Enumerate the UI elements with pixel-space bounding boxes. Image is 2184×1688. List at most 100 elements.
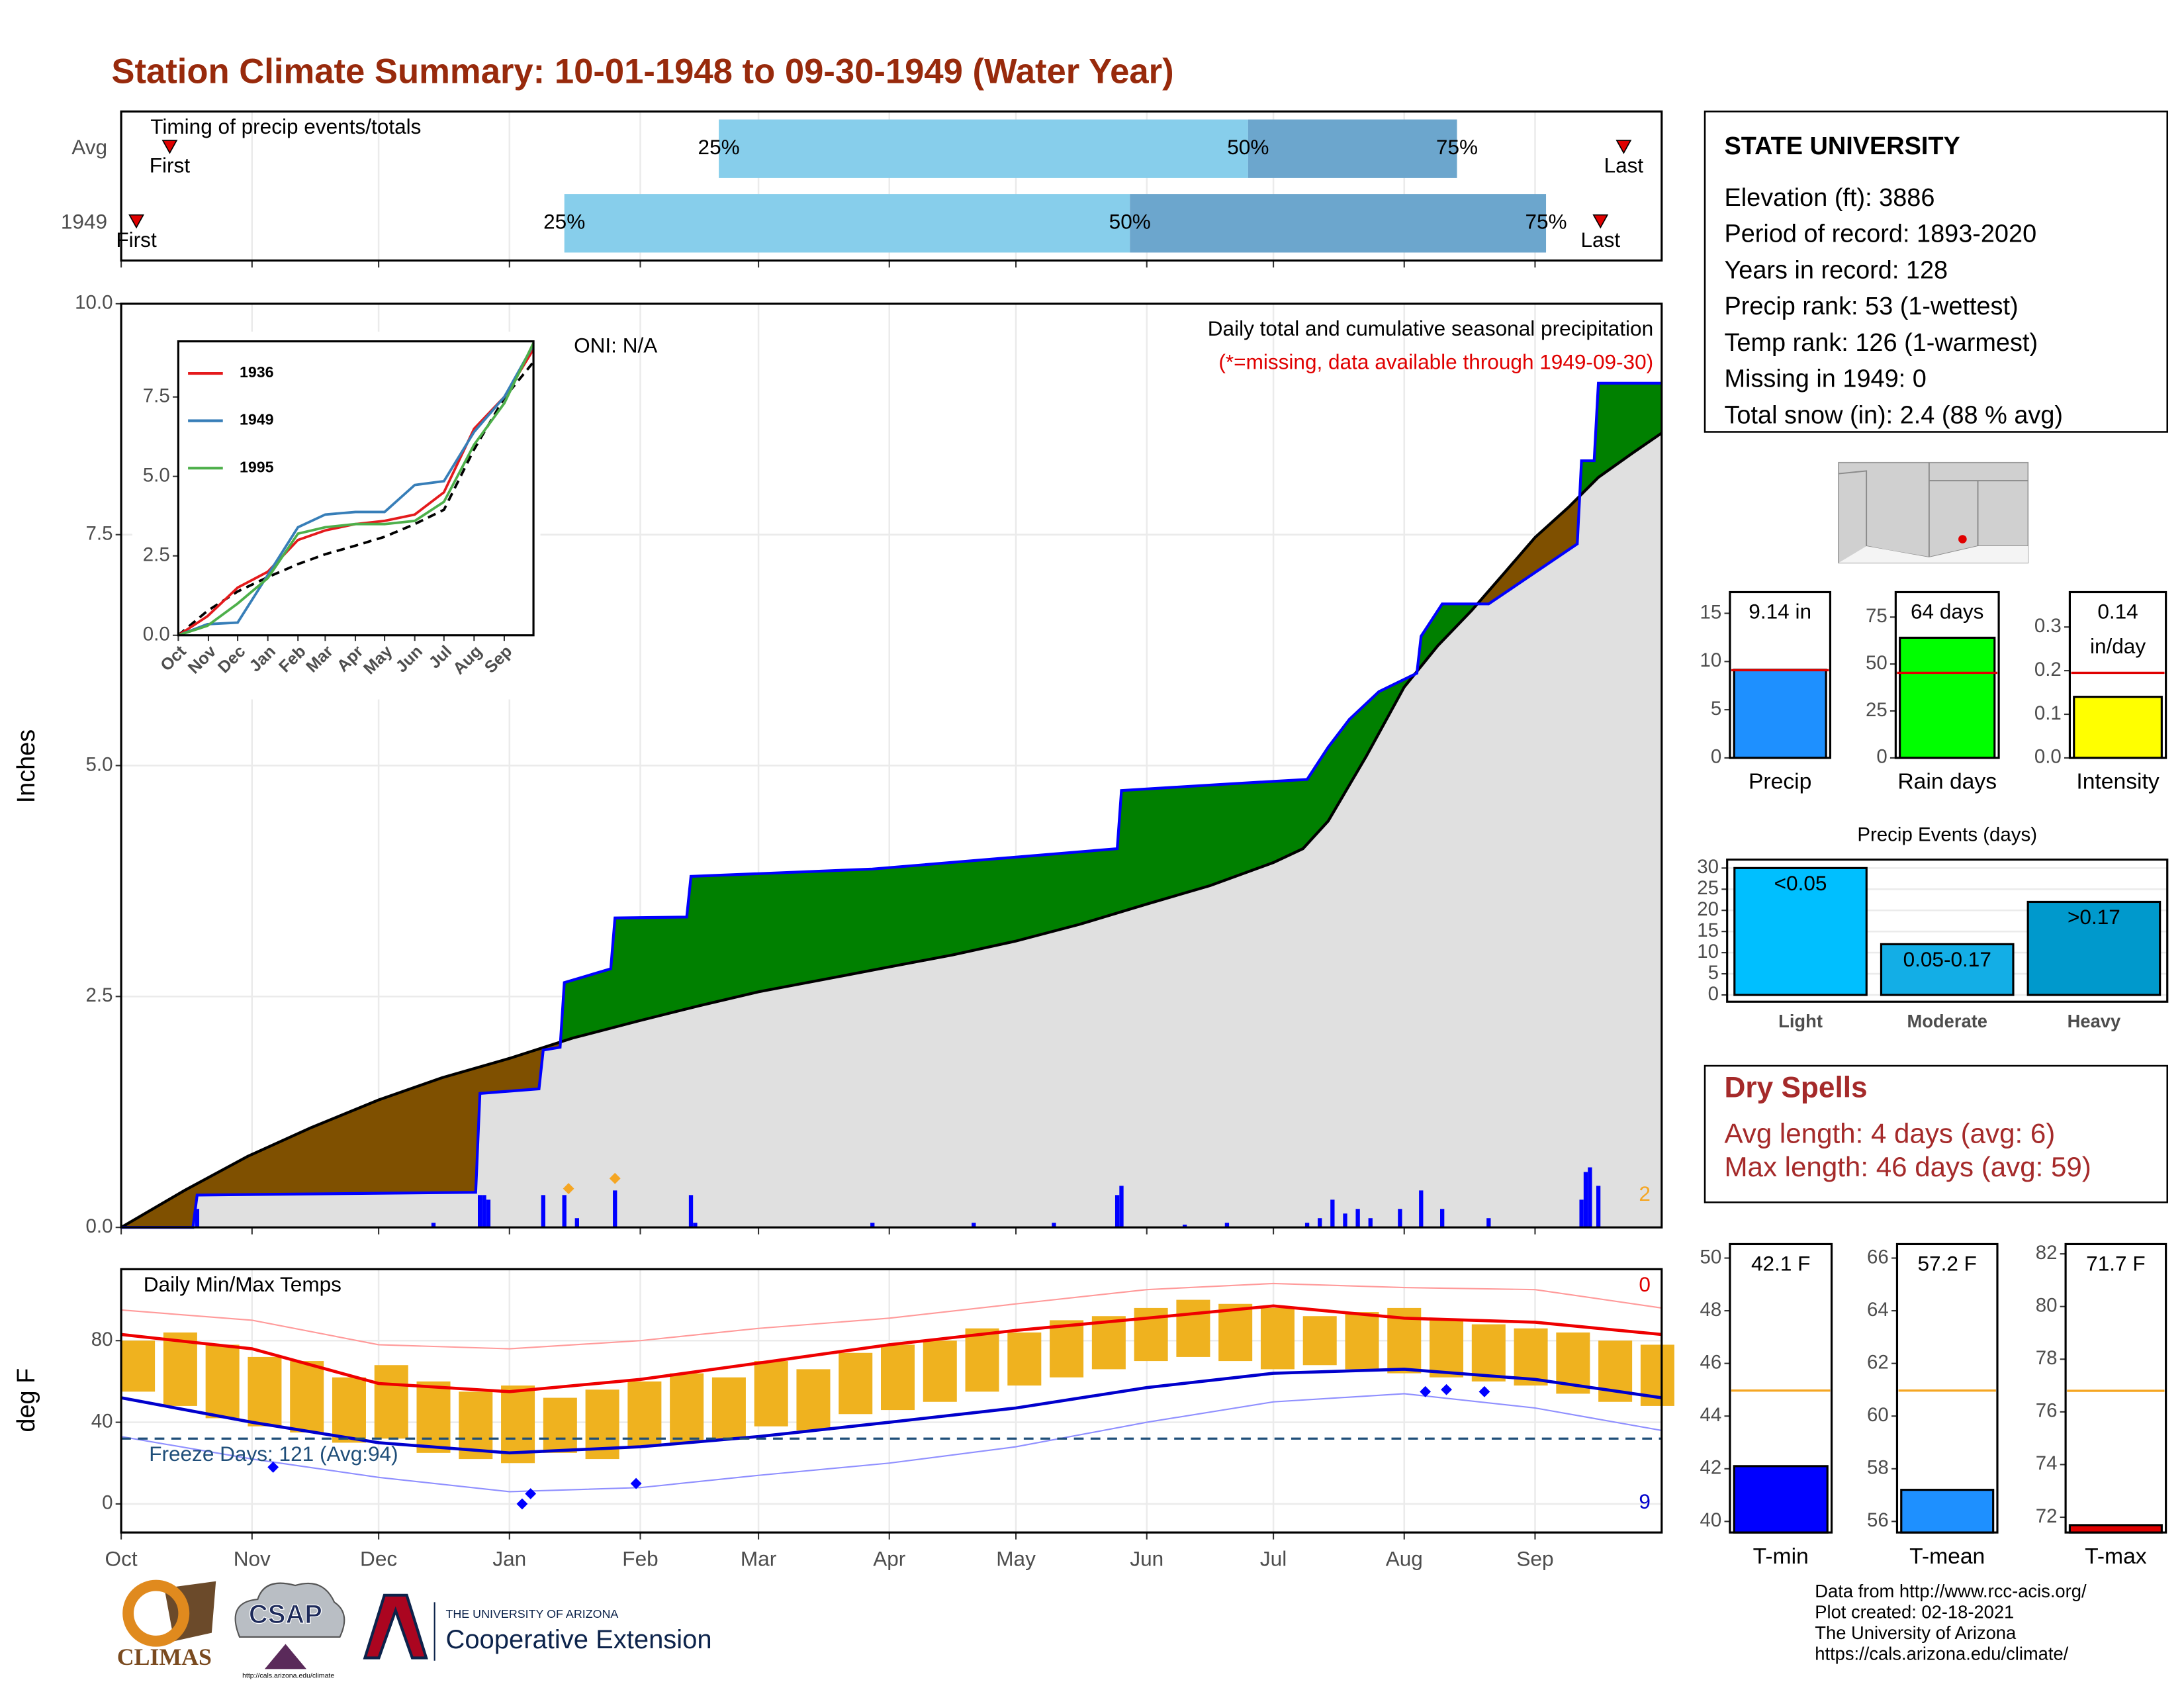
csap-mountain [264,1644,307,1669]
y-tick-label: 82 [2036,1242,2058,1264]
record-low-marker [1479,1385,1490,1397]
daily-temp-bar [374,1365,408,1439]
category-label: T-min [1753,1544,1809,1569]
last-label: Last [1580,228,1620,252]
missing-note: (*=missing, data available through 1949-… [1218,350,1653,374]
y-tick-label: 76 [2036,1400,2058,1422]
bar [2068,1524,2163,1534]
daily-bar [1330,1199,1335,1228]
oni-label: ONI: N/A [574,333,657,357]
daily-bar [1318,1218,1322,1228]
y-tick-label: 0.0 [2034,746,2062,768]
bar [1899,636,1996,759]
record-low-marker [1441,1383,1452,1395]
info-line: Precip rank: 53 (1-wettest) [1724,293,2018,320]
record-high-count: 0 [1639,1272,1651,1296]
daily-bar [1440,1209,1445,1228]
x-tick-label: Aug [1386,1547,1423,1571]
series-line [177,342,535,637]
chart-title: Timing of precip events/totals [150,115,421,138]
y-tick-label: 50 [1700,1246,1722,1268]
year-line [121,381,1662,1229]
ua-a [363,1593,428,1660]
station-name: STATE UNIVERSITY [1724,132,1960,160]
y-tick-label: 46 [1700,1351,1722,1373]
last-label: Last [1604,153,1644,177]
quantile-label: 25% [698,135,740,159]
bar [1733,669,1827,759]
y-tick-label: 15 [1697,919,1719,941]
station-dot [1958,535,1967,543]
climas-text: CLIMAS [117,1644,212,1670]
count-label: 2 [1639,1182,1651,1205]
y-tick-label: 64 [1867,1299,1889,1321]
y-tick-label: 25 [1697,877,1719,899]
daily-bar [972,1223,976,1228]
quantile-label: 50% [1227,135,1269,159]
x-tick-label: Oct [105,1547,138,1571]
daily-bar [1343,1213,1347,1228]
daily-temp-bar [965,1328,999,1392]
daily-temp-bar [1514,1328,1548,1386]
row-label: Avg [71,135,107,159]
csap-logo: CSAP http://cals.arizona.edu/climate [234,1582,345,1680]
y-axis-label: deg F [13,1368,40,1432]
y-axis-label: Inches [13,729,40,804]
late-bar [1130,194,1547,253]
early-bar [719,119,1248,178]
daily-temp-bar [121,1340,156,1392]
x-tick-label: May [996,1547,1036,1571]
csap-text: CSAP [249,1600,322,1629]
climas-ring [122,1579,190,1647]
legend-label: 1995 [240,458,274,475]
legend-label: 1936 [240,363,274,381]
extension-text: Cooperative Extension [445,1625,711,1654]
category-label: Moderate [1907,1011,1987,1031]
daily-temp-bar [163,1332,197,1406]
value-label: 71.7 F [2086,1251,2145,1275]
bar-label: >0.17 [2068,905,2120,929]
y-tick-label: 56 [1867,1509,1889,1531]
y-tick-label: 40 [91,1410,113,1432]
y-tick-label: 0 [102,1492,113,1514]
panel-border [1895,1243,1999,1534]
y-tick-label: 74 [2036,1452,2058,1474]
daily-temp-bar [543,1397,577,1453]
daily-bar [870,1223,875,1228]
panel-border [1894,590,2000,759]
csap-url: http://cals.arizona.edu/climate [242,1672,334,1680]
bar [1733,1465,1829,1534]
daily-temp-bar [1471,1324,1506,1382]
daily-bar [1579,1199,1584,1228]
y-tick-label: 78 [2036,1347,2058,1369]
record-low-marker [525,1488,537,1499]
bar-label: <0.05 [1774,871,1827,895]
panel-border [177,340,535,637]
y-tick-label: 25 [1866,699,1888,721]
quantile-label: 25% [543,210,585,234]
subtitle: Daily total and cumulative seasonal prec… [1208,316,1653,340]
y-tick-label: 50 [1866,652,1888,674]
daily-temp-bar [1050,1320,1084,1378]
y-tick-label: 80 [91,1329,113,1350]
avg-min-line [120,1368,1662,1455]
y-tick-label: 0.0 [86,1215,113,1237]
y-tick-label: 20 [1697,898,1719,920]
y-tick-label: 75 [1866,605,1888,627]
early-bar [564,194,1130,253]
y-tick-label: 60 [1867,1404,1889,1426]
first-marker [161,140,178,154]
panel-border [1729,590,1832,759]
record-low-count: 9 [1639,1489,1651,1513]
daily-bar [478,1195,482,1228]
category-label: Rain days [1897,770,1997,794]
credit-line: https://cals.arizona.edu/climate/ [1815,1644,2068,1664]
panel-border [120,1268,1663,1534]
daily-temp-bar [670,1373,704,1443]
y-tick-label: 0 [1876,746,1887,768]
daily-bar [1368,1218,1373,1228]
y-tick-label: 5 [1708,962,1719,984]
locator-map [1838,461,2029,564]
first-label: First [116,228,157,252]
